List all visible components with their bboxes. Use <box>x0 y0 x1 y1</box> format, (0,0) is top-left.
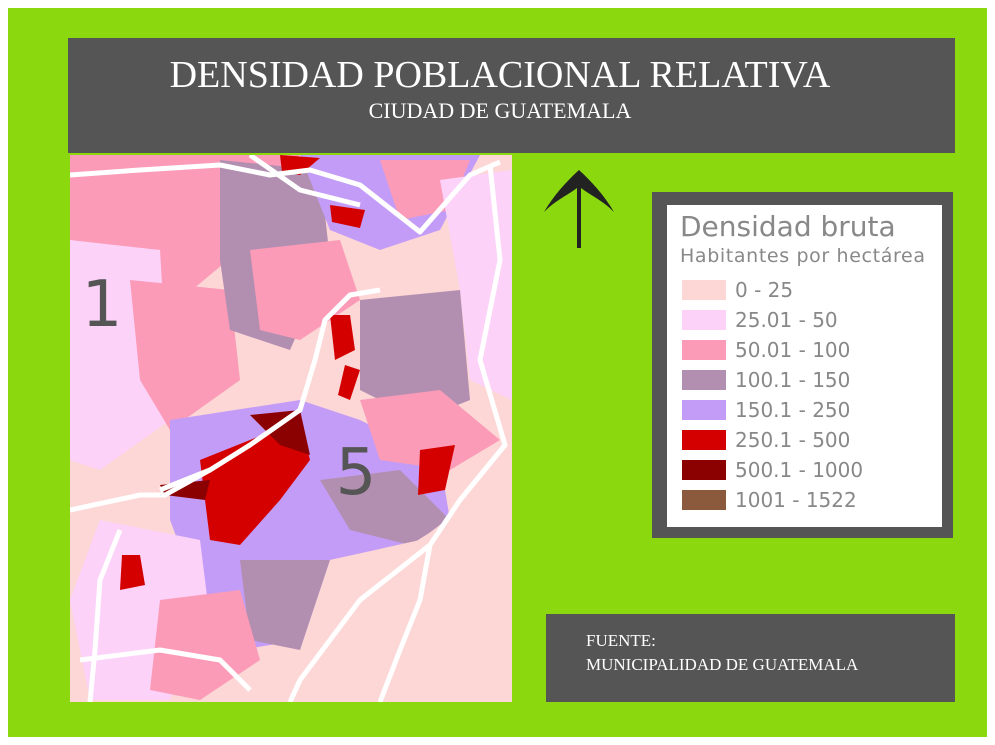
district <box>120 555 145 590</box>
road <box>287 164 508 702</box>
legend-items: 0 - 25 25.01 - 50 50.01 - 100 100.1 - 150 15… <box>682 278 863 512</box>
zone-label: 1 <box>82 268 123 342</box>
district <box>418 445 455 495</box>
subtitle: CIUDAD DE GUATEMALA <box>369 98 632 123</box>
district <box>320 470 450 545</box>
road <box>377 544 433 702</box>
district <box>300 470 512 702</box>
legend-swatch <box>682 340 726 360</box>
roads <box>70 155 508 702</box>
road <box>79 647 252 692</box>
legend-swatch <box>682 280 726 300</box>
legend-label: 500.1 - 1000 <box>735 458 863 482</box>
road <box>248 155 361 208</box>
map: 1 5 <box>70 155 512 702</box>
road <box>70 159 501 235</box>
legend-swatch <box>682 310 726 330</box>
district <box>360 390 500 470</box>
legend-swatch <box>682 490 726 510</box>
road <box>87 529 123 702</box>
legend-label: 250.1 - 500 <box>735 428 850 452</box>
district <box>330 205 365 228</box>
source-box <box>546 614 955 702</box>
district <box>330 315 355 360</box>
legend-title: Densidad bruta <box>680 210 896 243</box>
road <box>70 467 212 513</box>
district <box>200 420 310 545</box>
legend-label: 1001 - 1522 <box>735 488 857 512</box>
title-box <box>68 38 955 153</box>
district <box>250 410 310 455</box>
title: DENSIDAD POBLACIONAL RELATIVA <box>170 54 831 96</box>
legend-swatch <box>682 400 726 420</box>
district <box>130 280 240 430</box>
source-text: MUNICIPALIDAD DE GUATEMALA <box>586 655 859 674</box>
legend-label: 150.1 - 250 <box>735 398 850 422</box>
legend-label: 50.01 - 100 <box>735 338 850 362</box>
north-arrow-shape <box>544 170 614 248</box>
zone-label: 5 <box>336 436 377 510</box>
road <box>159 287 381 493</box>
legend-subtitle: Habitantes por hectárea <box>680 245 925 267</box>
legend-label: 25.01 - 50 <box>735 308 838 332</box>
district <box>338 365 360 400</box>
north-arrow <box>544 170 614 248</box>
legend-swatch <box>682 430 726 450</box>
legend-label: 100.1 - 150 <box>735 368 850 392</box>
district <box>360 290 470 420</box>
district <box>440 170 512 400</box>
legend-swatch <box>682 370 726 390</box>
legend-swatch <box>682 460 726 480</box>
legend-label: 0 - 25 <box>735 278 793 302</box>
source-label: FUENTE: <box>586 631 656 650</box>
